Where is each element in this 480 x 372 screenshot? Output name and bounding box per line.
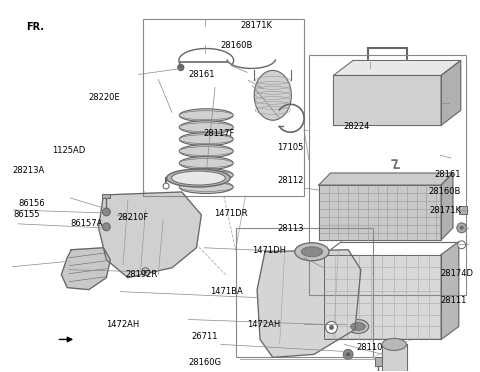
Polygon shape (61, 248, 110, 290)
Polygon shape (257, 250, 361, 357)
Polygon shape (319, 173, 453, 185)
Text: 1472AH: 1472AH (106, 321, 139, 330)
Text: 28213A: 28213A (12, 166, 45, 175)
Ellipse shape (180, 170, 233, 180)
Ellipse shape (295, 243, 329, 261)
Circle shape (458, 241, 466, 249)
Text: 28112: 28112 (277, 176, 304, 185)
Circle shape (457, 223, 467, 233)
Text: 28174D: 28174D (440, 269, 473, 278)
Ellipse shape (180, 147, 233, 155)
Text: 1471BA: 1471BA (210, 287, 242, 296)
Ellipse shape (180, 157, 233, 170)
Circle shape (346, 352, 350, 356)
Ellipse shape (171, 171, 225, 185)
Bar (459, 206, 467, 214)
Text: 28160G: 28160G (189, 357, 222, 366)
Polygon shape (441, 173, 453, 240)
Text: 28160B: 28160B (429, 187, 461, 196)
Text: 28110: 28110 (356, 343, 383, 352)
Ellipse shape (167, 169, 230, 187)
Text: 28224: 28224 (344, 122, 370, 131)
Polygon shape (98, 192, 201, 278)
Text: 28171K: 28171K (240, 22, 272, 31)
Text: 1472AH: 1472AH (247, 321, 281, 330)
Text: 28161: 28161 (189, 70, 215, 79)
Circle shape (325, 321, 337, 333)
Bar (309, 55, 466, 295)
Circle shape (163, 183, 169, 189)
Text: 28160B: 28160B (220, 41, 253, 51)
Bar (374, 357, 383, 366)
Circle shape (103, 223, 110, 231)
Text: 28113: 28113 (277, 224, 304, 233)
Bar (236, 228, 372, 357)
Bar (103, 194, 110, 198)
Text: 1471DR: 1471DR (215, 209, 248, 218)
Ellipse shape (301, 247, 323, 257)
Ellipse shape (180, 169, 233, 182)
Polygon shape (334, 61, 461, 76)
Text: 28220E: 28220E (89, 93, 120, 102)
Circle shape (343, 349, 353, 359)
Ellipse shape (180, 183, 233, 192)
Circle shape (178, 64, 184, 70)
Text: 86156: 86156 (19, 199, 45, 208)
Text: 28192R: 28192R (126, 270, 158, 279)
Text: FR.: FR. (26, 22, 45, 32)
Circle shape (460, 226, 464, 230)
Ellipse shape (350, 323, 365, 330)
Text: 28111: 28111 (440, 296, 467, 305)
Ellipse shape (180, 109, 233, 122)
Text: 28161: 28161 (434, 170, 461, 179)
Ellipse shape (180, 123, 233, 132)
Ellipse shape (180, 135, 233, 144)
Ellipse shape (180, 145, 233, 158)
Polygon shape (319, 185, 441, 240)
Text: 17105: 17105 (277, 142, 304, 151)
Circle shape (142, 268, 149, 276)
Ellipse shape (180, 158, 233, 167)
Polygon shape (441, 242, 459, 339)
Text: 28117F: 28117F (204, 129, 235, 138)
Ellipse shape (180, 133, 233, 146)
Polygon shape (383, 344, 407, 371)
Polygon shape (334, 76, 441, 125)
Text: 1125AD: 1125AD (52, 146, 85, 155)
Ellipse shape (382, 339, 407, 350)
Circle shape (329, 325, 334, 330)
Polygon shape (441, 61, 461, 125)
Text: 86155: 86155 (14, 211, 40, 219)
Text: 28171K: 28171K (429, 206, 461, 215)
Text: 28210F: 28210F (117, 213, 148, 222)
Text: 26711: 26711 (192, 331, 218, 341)
Text: 1471DH: 1471DH (252, 246, 286, 255)
Ellipse shape (254, 70, 291, 120)
Ellipse shape (180, 111, 233, 120)
Ellipse shape (347, 320, 369, 333)
Text: 86157A: 86157A (70, 219, 103, 228)
Ellipse shape (180, 180, 233, 193)
Circle shape (103, 208, 110, 216)
Circle shape (144, 270, 147, 274)
Polygon shape (324, 255, 441, 339)
Bar (143, 19, 304, 196)
Ellipse shape (180, 121, 233, 134)
